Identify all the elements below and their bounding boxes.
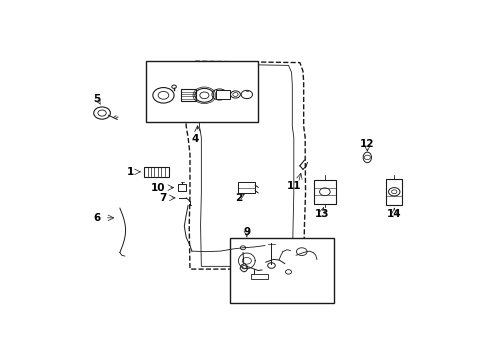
Bar (238, 183, 255, 193)
Ellipse shape (363, 152, 371, 163)
Text: 6: 6 (93, 213, 101, 223)
Text: 1: 1 (126, 167, 134, 177)
Text: 11: 11 (286, 181, 301, 191)
Bar (229, 238, 333, 303)
Text: 2: 2 (234, 193, 242, 203)
Text: 3: 3 (244, 288, 251, 298)
Bar (146, 61, 258, 122)
Text: 8: 8 (271, 288, 278, 298)
Bar (180, 89, 195, 102)
Bar (314, 180, 335, 204)
Bar (386, 179, 401, 204)
Text: 13: 13 (314, 209, 328, 219)
Text: 7: 7 (159, 193, 166, 203)
Text: 4: 4 (192, 134, 199, 144)
Text: 14: 14 (386, 209, 401, 219)
Text: 12: 12 (359, 139, 374, 149)
Bar (144, 167, 169, 177)
Bar (215, 90, 229, 99)
Text: 9: 9 (243, 227, 250, 237)
Bar (178, 184, 186, 191)
Text: 5: 5 (93, 94, 101, 104)
Bar (250, 274, 267, 279)
Text: 10: 10 (150, 183, 164, 193)
